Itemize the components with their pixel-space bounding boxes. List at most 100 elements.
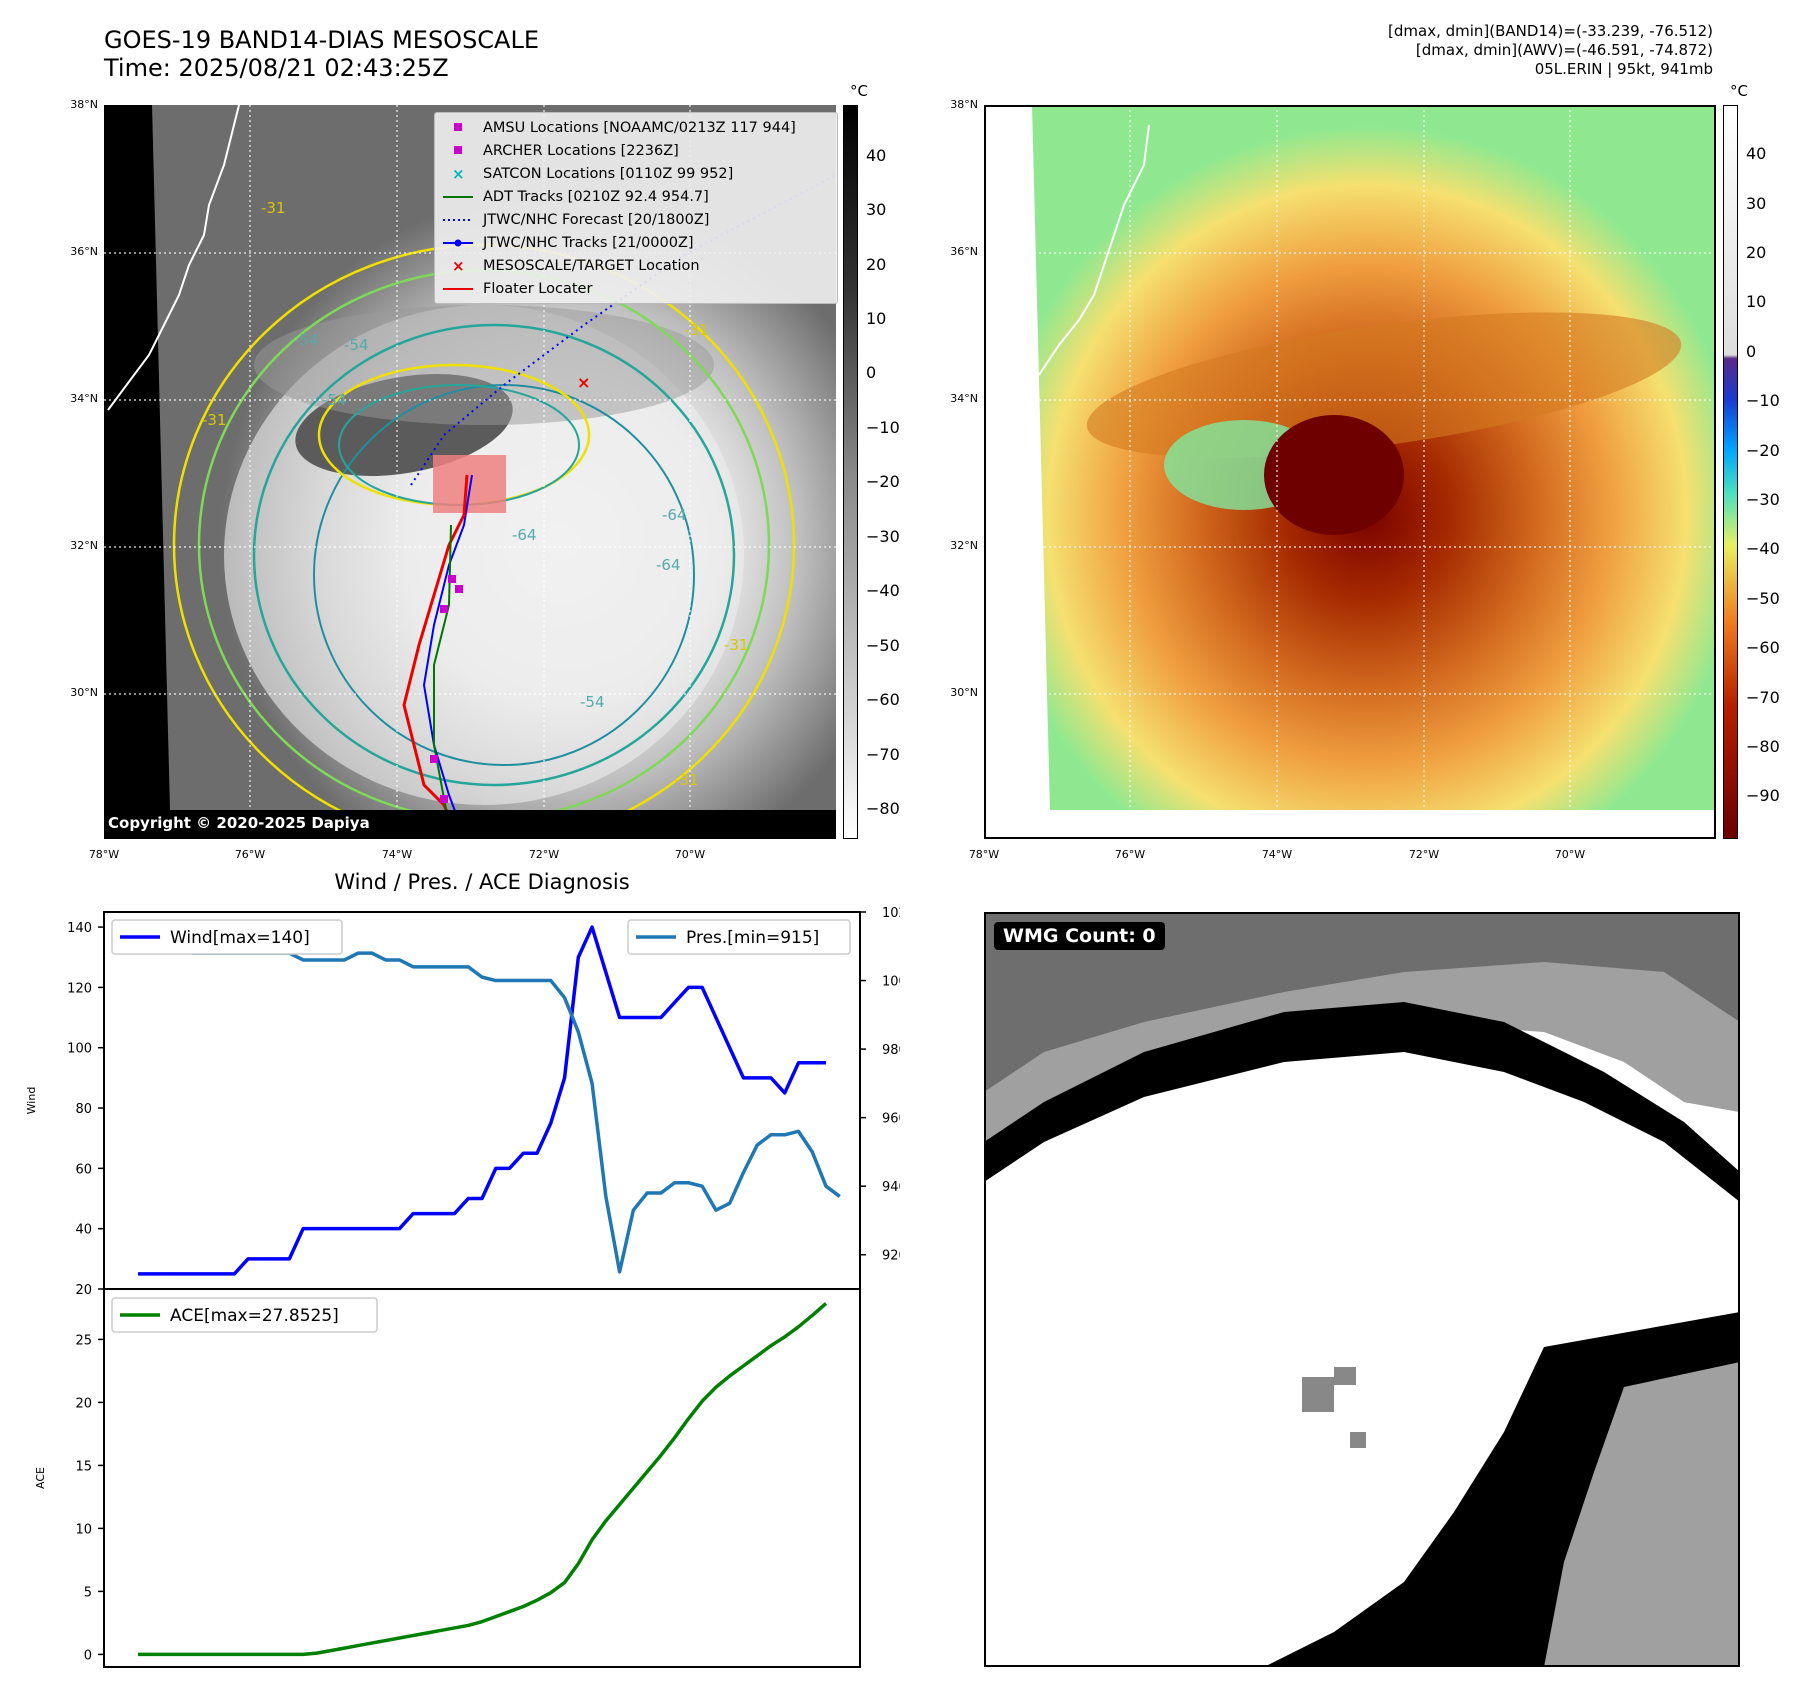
colorbar-tick-label: −40 — [1746, 539, 1780, 559]
colorbar-tick-label: −60 — [866, 690, 900, 710]
lat-label: 32°N — [950, 539, 978, 552]
contour-label: -54 — [344, 336, 369, 354]
colorbar-tick-label: −90 — [1746, 786, 1780, 806]
wv-map-frame — [984, 105, 1716, 839]
title-line-1: GOES-19 BAND14-DIAS MESOSCALE — [104, 26, 540, 54]
contour-label: -54 — [322, 391, 347, 409]
contour-label: -54 — [294, 331, 319, 349]
contour-label: -31 — [674, 771, 699, 789]
lon-label: 74°W — [381, 848, 413, 861]
wind-y-tick-label: 80 — [75, 1102, 92, 1117]
lat-label: 34°N — [950, 392, 978, 405]
ace-y-tick-label: 5 — [84, 1585, 92, 1600]
colorbar-tick-label: −40 — [866, 581, 900, 601]
svg-text:×: × — [577, 373, 590, 392]
wv-colorbar — [1723, 105, 1738, 839]
pressure-y-tick-label: 1000 — [882, 975, 900, 990]
colorbar-tick-label: 20 — [1746, 242, 1767, 262]
diagnosis-chart: 2040608010012014092094096098010001020051… — [25, 906, 900, 1668]
legend-item: ADT Tracks [0210Z 92.4 954.7] — [441, 185, 831, 208]
contour-label: -31 — [202, 411, 227, 429]
lat-label: 38°N — [70, 98, 98, 111]
colorbar-tick-label: −80 — [1746, 736, 1780, 756]
ace-axis-label: ACE — [34, 1467, 47, 1489]
lat-label: 38°N — [950, 98, 978, 111]
colorbar-tick-label: −50 — [1746, 588, 1780, 608]
colorbar-tick-label: 10 — [866, 309, 887, 329]
legend-label: AMSU Locations [NOAAMC/0213Z 117 944] — [483, 119, 796, 136]
legend-label: JTWC/NHC Forecast [20/1800Z] — [483, 211, 710, 228]
colorbar-tick-label: −80 — [866, 799, 900, 819]
legend-item: ARCHER Locations [2236Z] — [441, 139, 831, 162]
lon-label: 70°W — [674, 848, 706, 861]
lat-label: 30°N — [950, 686, 978, 699]
lon-label: 76°W — [1114, 848, 1146, 861]
title-line-2: Time: 2025/08/21 02:43:25Z — [104, 54, 449, 82]
contour-label: -54 — [580, 693, 605, 711]
lon-label: 70°W — [1554, 848, 1586, 861]
contour-label: -64 — [662, 506, 687, 524]
wind-y-tick-label: 100 — [67, 1042, 92, 1057]
legend-label: SATCON Locations [0110Z 99 952] — [483, 165, 734, 182]
wv-colorbar-unit: °C — [1730, 82, 1748, 100]
wind-axis-label: Wind — [25, 1087, 38, 1115]
ace-axes — [103, 1288, 861, 1668]
svg-text:×: × — [452, 257, 465, 275]
svg-text:×: × — [452, 165, 465, 183]
lon-label: 72°W — [528, 848, 560, 861]
colorbar-tick-label: −60 — [1746, 638, 1780, 658]
stats-line-3: 05L.ERIN | 95kt, 941mb — [1534, 60, 1713, 78]
contour-label: -31 — [724, 636, 749, 654]
contour-label: -64 — [656, 556, 681, 574]
colorbar-tick-label: −20 — [1746, 440, 1780, 460]
colorbar-tick-label: 0 — [1746, 341, 1757, 361]
wind-y-tick-label: 20 — [75, 1283, 92, 1298]
lon-label: 78°W — [88, 848, 120, 861]
wind-legend-label: Wind[max=140] — [170, 928, 310, 948]
colorbar-tick-label: −20 — [866, 472, 900, 492]
colorbar-tick-label: −10 — [1746, 391, 1780, 411]
colorbar-tick-label: −10 — [866, 417, 900, 437]
pressure-legend-box — [627, 919, 851, 955]
wind-line — [138, 925, 826, 1276]
lat-label: 36°N — [70, 245, 98, 258]
contour-label: -64 — [512, 526, 537, 544]
legend-item: JTWC/NHC Tracks [21/0000Z] — [441, 231, 831, 254]
pressure-line — [138, 927, 841, 1274]
pressure-y-tick-label: 980 — [882, 1043, 900, 1058]
lon-label: 74°W — [1261, 848, 1293, 861]
colorbar-tick-label: 40 — [866, 145, 887, 165]
colorbar-tick-label: 0 — [866, 363, 877, 383]
ace-y-tick-label: 15 — [75, 1459, 92, 1474]
lat-label: 36°N — [950, 245, 978, 258]
wv-map-image — [984, 105, 1716, 839]
colorbar-tick-label: 40 — [1746, 144, 1767, 164]
colorbar-tick-label: 30 — [866, 200, 887, 220]
colorbar-tick-label: 20 — [866, 254, 887, 274]
wind-pressure-axes — [103, 911, 861, 1290]
legend-item: JTWC/NHC Forecast [20/1800Z] — [441, 208, 831, 231]
map-legend: AMSU Locations [NOAAMC/0213Z 117 944] AR… — [434, 112, 838, 304]
copyright-text: Copyright © 2020-2025 Dapiya — [108, 814, 370, 832]
lat-label: 32°N — [70, 539, 98, 552]
ace-legend-box — [111, 1297, 378, 1333]
pressure-y-tick-label: 1020 — [882, 906, 900, 921]
contour-label: -31 — [684, 321, 709, 339]
pressure-legend-label: Pres.[min=915] — [686, 928, 819, 948]
wmg-count-badge: WMG Count: 0 — [994, 922, 1165, 950]
stats-block: [dmax, dmin](BAND14)=(-33.239, -76.512) … — [1388, 22, 1713, 79]
colorbar-tick-label: −30 — [866, 526, 900, 546]
legend-label: ARCHER Locations [2236Z] — [483, 142, 679, 159]
legend-label: ADT Tracks [0210Z 92.4 954.7] — [483, 188, 709, 205]
legend-item: AMSU Locations [NOAAMC/0213Z 117 944] — [441, 116, 831, 139]
colorbar-tick-label: −70 — [866, 744, 900, 764]
legend-label: MESOSCALE/TARGET Location — [483, 257, 700, 274]
colorbar-tick-label: −70 — [1746, 687, 1780, 707]
ir-colorbar — [843, 105, 858, 839]
wv-map-panel — [984, 105, 1716, 839]
wind-y-tick-label: 60 — [75, 1162, 92, 1177]
wind-y-tick-label: 40 — [75, 1223, 92, 1238]
lon-label: 78°W — [968, 848, 1000, 861]
wmg-frame — [984, 912, 1740, 1667]
ace-y-tick-label: 0 — [84, 1648, 92, 1663]
